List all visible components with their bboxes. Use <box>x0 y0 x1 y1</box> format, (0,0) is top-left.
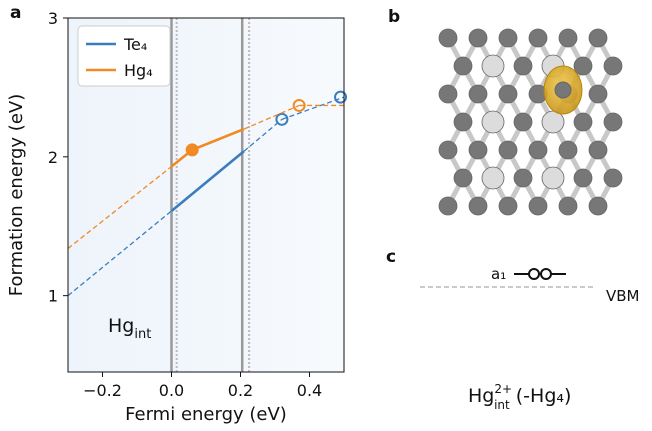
atom <box>469 29 487 47</box>
level-label: a₁ <box>491 265 506 283</box>
atom <box>514 113 532 131</box>
atom <box>469 141 487 159</box>
atom <box>439 197 457 215</box>
atom <box>589 85 607 103</box>
x-axis-label: Fermi energy (eV) <box>125 404 287 425</box>
atom <box>574 169 592 187</box>
atom <box>604 113 622 131</box>
atom <box>574 57 592 75</box>
atom <box>529 141 547 159</box>
atom <box>499 29 517 47</box>
electron <box>541 269 551 279</box>
atom <box>482 111 504 133</box>
atom <box>439 85 457 103</box>
atom <box>559 141 577 159</box>
atom <box>454 113 472 131</box>
x-tick-label: 0.0 <box>159 381 184 400</box>
caption-sub: int <box>494 398 510 412</box>
crystal-structure <box>439 29 622 215</box>
legend-label: Te₄ <box>123 35 147 54</box>
atom <box>499 85 517 103</box>
x-tick-label: 0.2 <box>228 381 253 400</box>
atom <box>589 29 607 47</box>
panel-label: b <box>388 7 400 27</box>
atom <box>469 85 487 103</box>
marker <box>187 144 198 155</box>
atom <box>542 167 564 189</box>
atom <box>589 197 607 215</box>
electron <box>529 269 539 279</box>
atom <box>469 197 487 215</box>
y-tick-label: 1 <box>48 287 58 306</box>
band-label: VBM <box>606 287 640 305</box>
figure: a Fermi energy (eV) Formation energy (eV… <box>0 0 652 431</box>
atom <box>499 141 517 159</box>
panel-label: c <box>386 247 396 267</box>
atom <box>499 197 517 215</box>
atom <box>559 29 577 47</box>
atom <box>555 82 571 98</box>
atom <box>482 55 504 77</box>
atom <box>454 169 472 187</box>
atom <box>514 169 532 187</box>
atom <box>439 141 457 159</box>
atom <box>604 57 622 75</box>
panel-label: a <box>10 3 21 23</box>
atom <box>454 57 472 75</box>
atom <box>604 169 622 187</box>
x-tick-label: 0.4 <box>297 381 322 400</box>
atom <box>439 29 457 47</box>
atom <box>514 57 532 75</box>
annotation-sub: int <box>134 327 151 342</box>
x-tick-label: −0.2 <box>83 381 122 400</box>
legend-label: Hg₄ <box>124 61 153 80</box>
annotation-text: Hg <box>108 315 134 337</box>
y-axis-label: Formation energy (eV) <box>6 94 27 296</box>
caption: Hg2+int (-Hg₄) <box>468 382 571 412</box>
atom <box>529 29 547 47</box>
atom <box>482 167 504 189</box>
y-tick-label: 3 <box>48 9 58 28</box>
caption-text: Hg <box>468 385 494 407</box>
y-tick-label: 2 <box>48 148 58 167</box>
caption-rest: (-Hg₄) <box>510 385 572 407</box>
atom <box>559 197 577 215</box>
atom <box>574 113 592 131</box>
page: a Fermi energy (eV) Formation energy (eV… <box>0 0 652 431</box>
atom <box>529 197 547 215</box>
atom <box>589 141 607 159</box>
